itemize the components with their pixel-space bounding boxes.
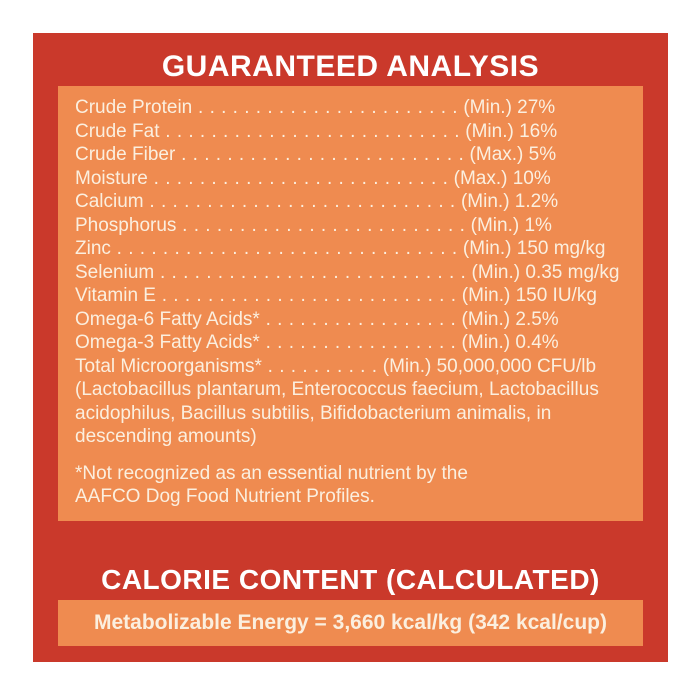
dot-leader: . . . . . . . . . . . . . . . . . . . . … bbox=[110, 238, 458, 259]
product-label: GUARANTEED ANALYSIS Crude Protein . . . … bbox=[33, 33, 668, 662]
aafco-footnote: *Not recognized as an essential nutrient… bbox=[75, 462, 468, 508]
analysis-row: Phosphorus . . . . . . . . . . . . . . .… bbox=[75, 214, 629, 238]
dot-leader: . . . . . . . . . . . . . . . . . . . . … bbox=[176, 214, 466, 236]
nutrient-value: (Min.) 150 mg/kg bbox=[457, 238, 606, 259]
dot-leader: . . . . . . . . . . . . . . . . . . . . … bbox=[175, 144, 465, 165]
dot-leader: . . . . . . . . . . . . . . . . . . . . … bbox=[192, 97, 459, 118]
nutrient-value: (Min.) 150 IU/kg bbox=[456, 285, 597, 306]
nutrient-value: (Min.) 0.4% bbox=[456, 332, 559, 353]
dot-leader: . . . . . . . . . . . . . . . . . bbox=[259, 332, 457, 353]
microorganisms-note: (Lactobacillus plantarum, Enterococcus f… bbox=[75, 379, 599, 447]
analysis-row: Vitamin E . . . . . . . . . . . . . . . … bbox=[75, 284, 629, 308]
analysis-row: Omega-6 Fatty Acids* . . . . . . . . . .… bbox=[75, 308, 629, 332]
nutrient-name: Crude Fat bbox=[75, 120, 160, 142]
dot-leader: . . . . . . . . . . bbox=[261, 355, 378, 377]
dot-leader: . . . . . . . . . . . . . . . . . . . . … bbox=[155, 285, 457, 306]
analysis-row: Calcium . . . . . . . . . . . . . . . . … bbox=[75, 190, 629, 214]
nutrient-name: Vitamin E bbox=[75, 285, 156, 306]
analysis-row: Omega-3 Fatty Acids* . . . . . . . . . .… bbox=[75, 331, 629, 355]
nutrient-name: Crude Protein bbox=[75, 97, 193, 118]
nutrient-name: Crude Fiber bbox=[75, 144, 176, 165]
nutrient-value: (Min.) 16% bbox=[459, 120, 558, 142]
dot-leader: . . . . . . . . . . . . . . . . . . . . … bbox=[154, 261, 467, 283]
dot-leader: . . . . . . . . . . . . . . . . . . . . … bbox=[143, 191, 456, 212]
dot-leader: . . . . . . . . . . . . . . . . . . . . … bbox=[147, 167, 449, 189]
analysis-rows: Crude Protein . . . . . . . . . . . . . … bbox=[75, 96, 629, 378]
guaranteed-analysis-panel: Crude Protein . . . . . . . . . . . . . … bbox=[58, 86, 643, 521]
nutrient-value: (Max.) 10% bbox=[448, 167, 551, 189]
nutrient-name: Total Microorganisms* bbox=[75, 355, 262, 377]
analysis-row: Crude Fiber . . . . . . . . . . . . . . … bbox=[75, 143, 629, 167]
nutrient-value: (Min.) 1.2% bbox=[455, 191, 559, 212]
nutrient-value: (Max.) 5% bbox=[464, 144, 557, 165]
analysis-row: Selenium . . . . . . . . . . . . . . . .… bbox=[75, 261, 629, 285]
nutrient-value: (Min.) 27% bbox=[458, 97, 556, 118]
analysis-row: Total Microorganisms* . . . . . . . . . … bbox=[75, 355, 629, 379]
nutrient-value: (Min.) 1% bbox=[465, 214, 552, 236]
calorie-content-panel: Metabolizable Energy = 3,660 kcal/kg (34… bbox=[58, 600, 643, 646]
nutrient-value: (Min.) 2.5% bbox=[456, 308, 559, 330]
dot-leader: . . . . . . . . . . . . . . . . . bbox=[259, 308, 457, 330]
analysis-row: Moisture . . . . . . . . . . . . . . . .… bbox=[75, 167, 629, 191]
nutrient-name: Selenium bbox=[75, 261, 155, 283]
calorie-content-title: CALORIE CONTENT (CALCULATED) bbox=[101, 564, 600, 595]
nutrient-name: Moisture bbox=[75, 167, 148, 189]
nutrient-name: Phosphorus bbox=[75, 214, 177, 236]
analysis-row: Crude Protein . . . . . . . . . . . . . … bbox=[75, 96, 629, 120]
analysis-row: Zinc . . . . . . . . . . . . . . . . . .… bbox=[75, 237, 629, 261]
analysis-row: Crude Fat . . . . . . . . . . . . . . . … bbox=[75, 120, 629, 144]
dot-leader: . . . . . . . . . . . . . . . . . . . . … bbox=[159, 120, 460, 142]
guaranteed-analysis-title: GUARANTEED ANALYSIS bbox=[161, 50, 540, 83]
nutrient-name: Zinc bbox=[75, 238, 111, 259]
nutrient-value: (Min.) 0.35 mg/kg bbox=[466, 261, 620, 283]
nutrient-name: Omega-6 Fatty Acids* bbox=[75, 308, 260, 330]
nutrient-name: Omega-3 Fatty Acids* bbox=[75, 332, 260, 353]
nutrient-value: (Min.) 50,000,000 CFU/lb bbox=[377, 355, 597, 377]
nutrient-name: Calcium bbox=[75, 191, 144, 212]
metabolizable-energy-text: Metabolizable Energy = 3,660 kcal/kg (34… bbox=[94, 611, 607, 634]
